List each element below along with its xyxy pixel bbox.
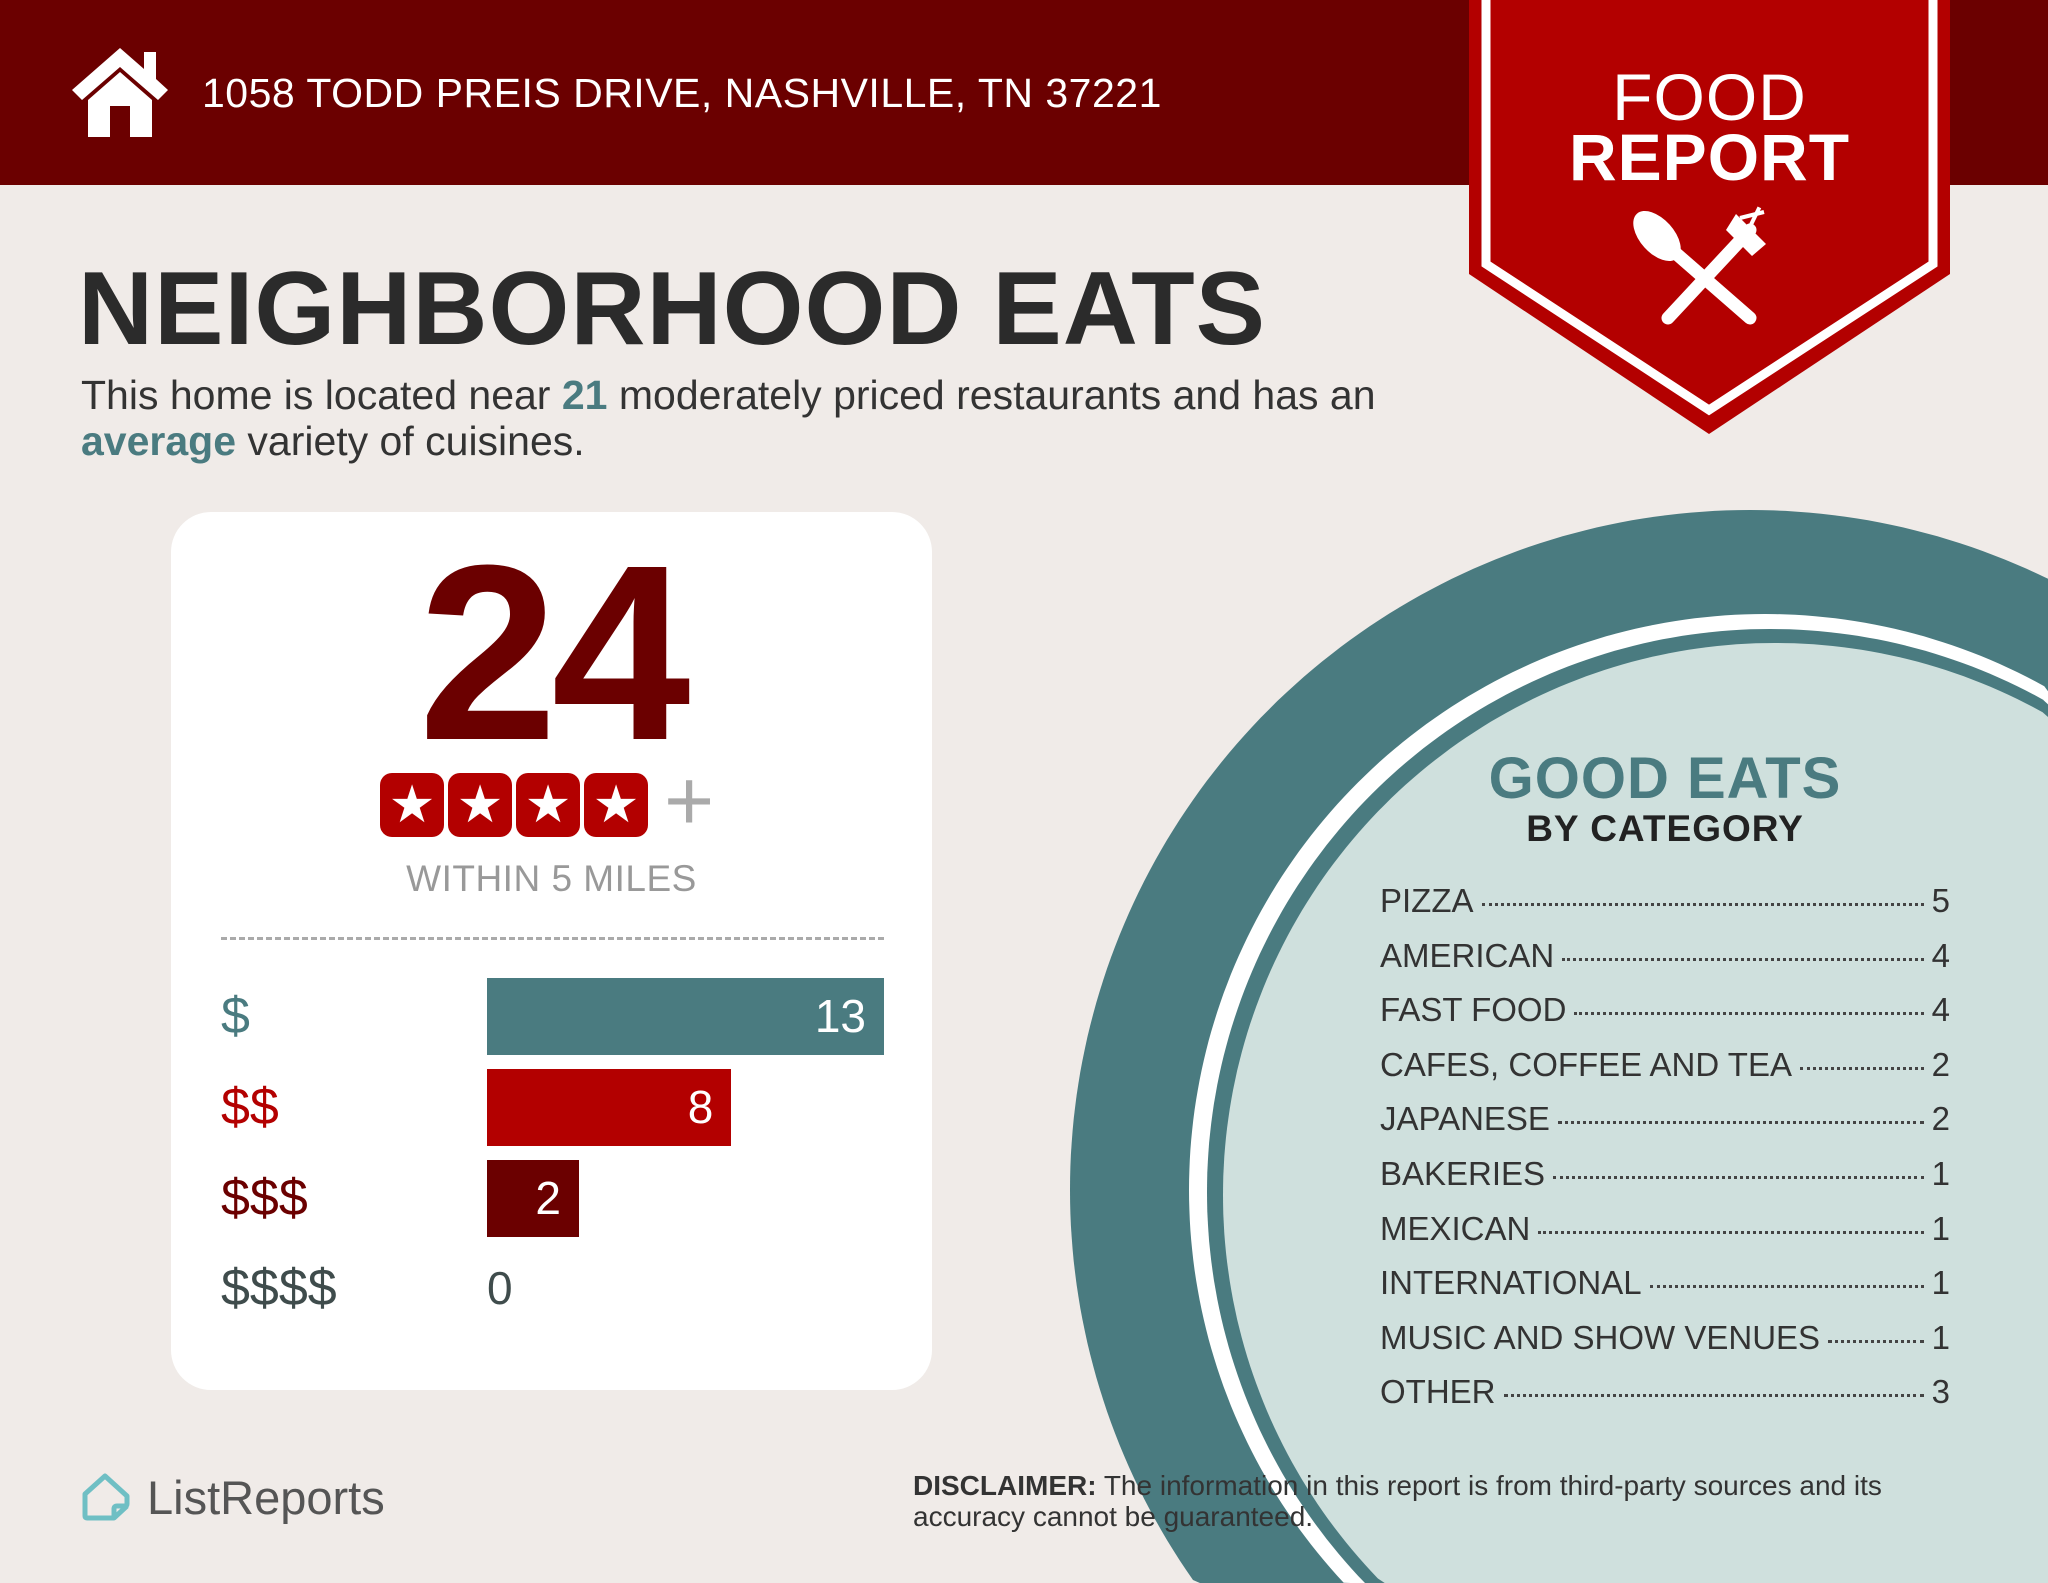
- categories-subtitle: BY CATEGORY: [1526, 808, 1804, 849]
- category-count: 1: [1931, 1264, 1950, 1302]
- property-address: 1058 TODD PREIS DRIVE, NASHVILLE, TN 372…: [202, 70, 1162, 116]
- dot-leader: [1481, 903, 1924, 906]
- category-row: OTHER 3: [1380, 1373, 1950, 1428]
- summary-prefix: This home is located near: [81, 372, 562, 418]
- category-row: INTERNATIONAL 1: [1380, 1264, 1950, 1319]
- price-tier-value: 0: [487, 1262, 513, 1314]
- distance-label: WITHIN 5 MILES: [406, 858, 697, 899]
- ribbon-title-report: REPORT: [1568, 120, 1851, 194]
- category-label: INTERNATIONAL: [1380, 1264, 1642, 1302]
- category-count: 2: [1931, 1100, 1950, 1138]
- dot-leader: [1828, 1339, 1924, 1343]
- category-count: 1: [1931, 1154, 1950, 1192]
- category-label: CAFES, COFFEE AND TEA: [1380, 1045, 1792, 1083]
- category-row: MUSIC AND SHOW VENUES 1: [1380, 1319, 1950, 1374]
- category-label: FAST FOOD: [1380, 991, 1567, 1029]
- category-count: 5: [1931, 882, 1950, 919]
- star-icon: ★: [448, 773, 512, 837]
- category-count: 4: [1931, 936, 1950, 974]
- category-label: JAPANESE: [1380, 1100, 1550, 1138]
- price-tier-label: $$: [221, 1078, 279, 1136]
- plus-icon: +: [664, 753, 715, 849]
- category-row: JAPANESE 2: [1380, 1100, 1950, 1155]
- category-row: MEXICAN 1: [1380, 1210, 1950, 1265]
- category-label: BAKERIES: [1380, 1154, 1546, 1192]
- summary-suffix: variety of cuisines.: [236, 418, 585, 464]
- plate-ring: [1223, 643, 2048, 1583]
- summary-variety: average: [81, 418, 237, 464]
- dot-leader: [1553, 1175, 1924, 1179]
- restaurant-count-card: [171, 512, 932, 1390]
- dot-leader: [1562, 957, 1924, 961]
- disclaimer: DISCLAIMER: The information in this repo…: [913, 1470, 1993, 1532]
- dot-leader: [1503, 1394, 1924, 1398]
- price-tier-bar: 8: [487, 1069, 732, 1146]
- category-label: MUSIC AND SHOW VENUES: [1380, 1318, 1821, 1356]
- page-title: NEIGHBORHOOD EATS: [78, 251, 1267, 367]
- category-row: PIZZA 5: [1380, 882, 1950, 937]
- dot-leader: [1557, 1121, 1924, 1125]
- house-icon: [72, 48, 168, 137]
- category-row: AMERICAN 4: [1380, 937, 1950, 992]
- disclaimer-text: The information in this report is from t…: [913, 1470, 1882, 1532]
- category-row: CAFES, COFFEE AND TEA 2: [1380, 1046, 1950, 1101]
- ribbon-title-food: FOOD: [1612, 60, 1807, 134]
- category-count: 1: [1931, 1209, 1950, 1247]
- category-count: 2: [1931, 1045, 1950, 1083]
- restaurant-total: 24: [418, 513, 690, 792]
- summary-count: 21: [561, 372, 608, 418]
- spoon-fork-icon: [1633, 206, 1766, 325]
- category-label: MEXICAN: [1380, 1209, 1531, 1247]
- price-tier-label: $$$$: [221, 1259, 337, 1317]
- categories-title: GOOD EATS: [1488, 746, 1842, 811]
- dot-leader: [1538, 1230, 1924, 1234]
- category-list: PIZZA 5 AMERICAN 4 FAST FOOD 4 CAFES, COFFEE A…: [1380, 882, 1950, 1428]
- summary-text: This home is located near 21 moderately …: [81, 372, 1401, 464]
- disclaimer-label: DISCLAIMER:: [913, 1470, 1097, 1501]
- category-row: FAST FOOD 4: [1380, 991, 1950, 1046]
- star-icon: ★: [380, 773, 444, 837]
- category-row: BAKERIES 1: [1380, 1155, 1950, 1210]
- star-rating: ★ ★ ★ ★: [380, 773, 648, 837]
- price-tier-label: $: [221, 987, 250, 1045]
- category-label: AMERICAN: [1380, 936, 1555, 974]
- dot-leader: [1574, 1012, 1924, 1016]
- divider: [221, 937, 884, 940]
- category-label: OTHER: [1380, 1373, 1496, 1411]
- star-icon: ★: [584, 773, 648, 837]
- category-count: 4: [1931, 991, 1950, 1029]
- brand-name: ListReports: [147, 1471, 385, 1524]
- listreports-logo: ListReports: [81, 1470, 385, 1525]
- category-label: PIZZA: [1380, 882, 1474, 919]
- dot-leader: [1649, 1285, 1924, 1289]
- category-count: 3: [1931, 1373, 1950, 1411]
- price-tier-label: $$$: [221, 1169, 308, 1227]
- category-count: 1: [1931, 1318, 1950, 1356]
- food-report-ribbon: [1469, 0, 1950, 434]
- star-icon: ★: [516, 773, 580, 837]
- price-tier-bar: 2: [487, 1160, 579, 1237]
- listreports-house-icon: [82, 1473, 130, 1520]
- summary-mid: moderately priced restaurants and has an: [607, 372, 1376, 418]
- dot-leader: [1799, 1066, 1924, 1070]
- price-tier-bar: 13: [487, 978, 884, 1055]
